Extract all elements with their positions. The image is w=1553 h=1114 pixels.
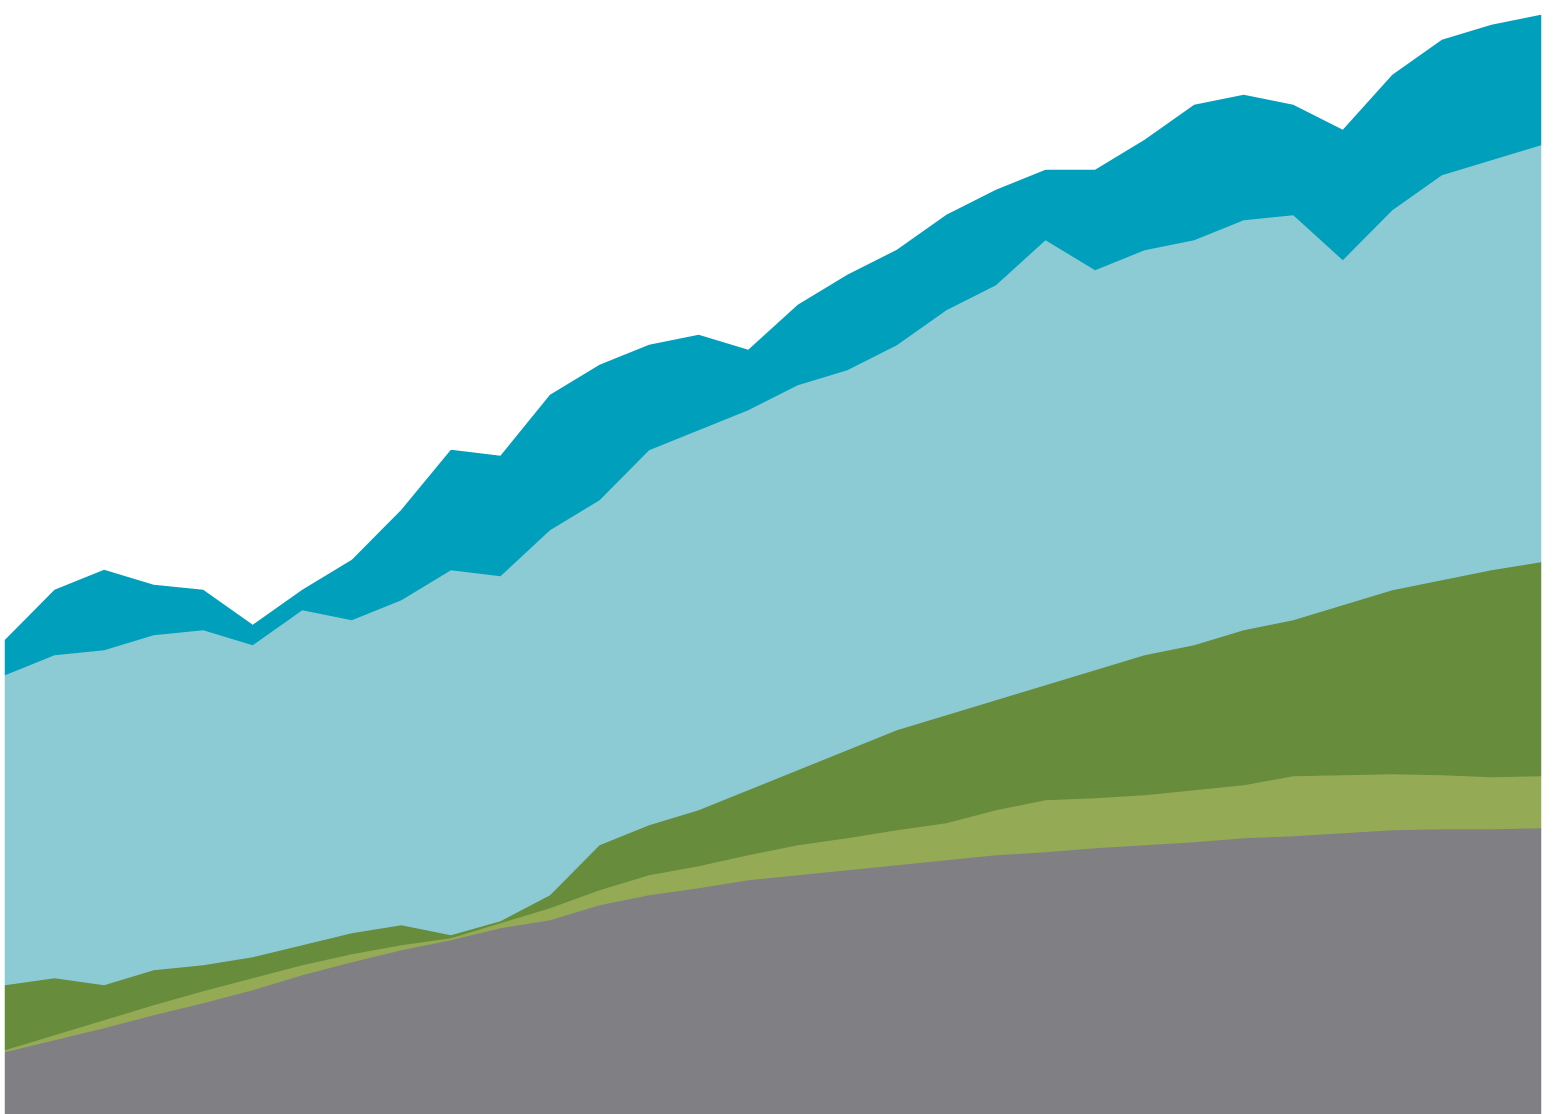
area (4, 14, 1542, 676)
